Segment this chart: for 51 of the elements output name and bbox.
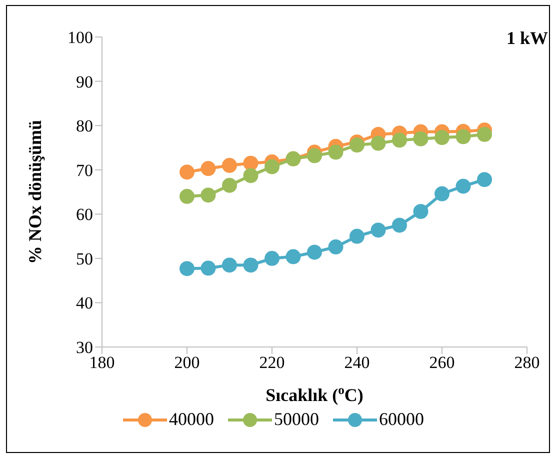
y-tick-label: 70 bbox=[76, 160, 93, 180]
legend-label: 60000 bbox=[379, 409, 424, 430]
y-axis-title: % NOx dönüşümü bbox=[25, 120, 45, 264]
point bbox=[222, 258, 237, 273]
point bbox=[370, 222, 386, 238]
point bbox=[307, 148, 322, 164]
legend-label: 50000 bbox=[274, 409, 319, 430]
point bbox=[434, 186, 450, 202]
x-tick-label: 200 bbox=[174, 353, 200, 372]
point bbox=[477, 172, 492, 188]
point bbox=[392, 132, 407, 148]
point bbox=[264, 250, 280, 266]
point bbox=[180, 188, 194, 204]
point bbox=[180, 261, 194, 276]
point bbox=[456, 129, 471, 144]
point bbox=[200, 260, 216, 276]
x-tick-label: 240 bbox=[344, 353, 370, 372]
point bbox=[286, 249, 301, 264]
point bbox=[350, 138, 364, 153]
point bbox=[222, 158, 237, 173]
point bbox=[200, 161, 216, 176]
point bbox=[222, 178, 237, 193]
x-tick-label: 260 bbox=[429, 353, 455, 372]
point bbox=[413, 204, 428, 219]
y-tick-label: 100 bbox=[68, 28, 93, 48]
point bbox=[264, 159, 280, 174]
annotation: 1 kW bbox=[506, 28, 548, 49]
point bbox=[456, 178, 471, 194]
y-tick-label: 60 bbox=[76, 205, 93, 224]
point bbox=[413, 131, 428, 146]
y-tick-label: 90 bbox=[76, 72, 93, 92]
point bbox=[370, 136, 386, 151]
point bbox=[350, 228, 364, 244]
point bbox=[180, 164, 194, 180]
point bbox=[243, 156, 258, 171]
x-tick-label: 280 bbox=[514, 353, 540, 372]
point bbox=[243, 168, 258, 184]
point bbox=[328, 239, 344, 254]
y-tick-label: 80 bbox=[76, 116, 93, 136]
y-tick-label: 50 bbox=[76, 249, 93, 268]
x-tick-label: 220 bbox=[259, 353, 285, 372]
legend-label: 40000 bbox=[169, 409, 214, 430]
point bbox=[243, 258, 258, 273]
point bbox=[307, 244, 322, 260]
point bbox=[328, 144, 344, 160]
point bbox=[392, 218, 407, 233]
point bbox=[434, 130, 450, 146]
point bbox=[477, 126, 492, 142]
point bbox=[200, 188, 216, 203]
x-axis-title: Sıcaklık ($^{o}$C) bbox=[266, 383, 364, 405]
y-tick-label: 40 bbox=[76, 294, 93, 313]
